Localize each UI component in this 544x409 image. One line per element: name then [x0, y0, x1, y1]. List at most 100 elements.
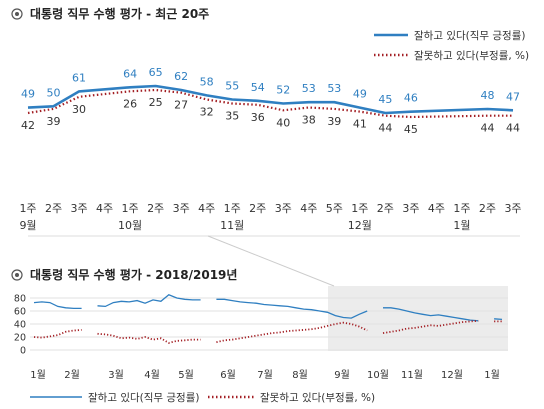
top-x-tick-label: 2주 [249, 202, 266, 215]
bottom-positive-line [33, 301, 82, 310]
top-chart: 대통령 직무 수행 평가 - 최근 20주 잘하고 있다(직무 긍정률) 잘못하… [11, 6, 529, 232]
top-x-tick-label: 3주 [70, 202, 87, 215]
top-x-tick-label: 4주 [300, 202, 317, 215]
top-x-tick-label: 5주 [326, 202, 343, 215]
top-x-tick-label: 2주 [147, 202, 164, 215]
top-negative-data-label: 44 [378, 122, 392, 135]
top-negative-data-label: 27 [174, 99, 188, 112]
bottom-chart-y-axis: 0 20 40 60 80 [14, 294, 508, 357]
top-negative-data-label: 44 [506, 122, 520, 135]
top-x-tick-label: 3주 [402, 202, 419, 215]
bottom-chart-x-axis: 1월 2월 3월 4월 5월 6월 7월 8월 9월 10월 11월 12월 1월 [30, 369, 500, 381]
top-x-tick-label: 1주 [351, 202, 368, 215]
top-positive-data-label: 50 [47, 86, 61, 99]
top-chart-x-axis: 1주 9월 2주 3주 4주 1주 10월 2주 3주 4주 1주 11월 2주 3주 4주 5주 1주 12월 2… [19, 202, 521, 232]
bottom-x-tick-label: 10월 [367, 369, 389, 381]
bottom-x-tick-label: 5월 [178, 369, 194, 381]
top-x-tick-month-label: 1월 [453, 219, 470, 232]
bottom-x-tick-label: 9월 [334, 369, 350, 381]
top-chart-marks: 49 50 61 64 65 62 58 55 54 52 53 53 49 45 46 48 47 42 39 30… [21, 66, 520, 136]
top-negative-data-label: 42 [21, 119, 35, 132]
top-x-tick-label: 4주 [96, 202, 113, 215]
top-x-tick-month-label: 10월 [118, 219, 142, 232]
top-positive-data-label: 65 [149, 66, 163, 79]
top-positive-data-label: 55 [225, 80, 239, 93]
bottom-chart: 대통령 직무 수행 평가 - 2018/2019년 0 20 40 60 80 1월 2월… [11, 235, 508, 404]
bottom-x-tick-label: 7월 [257, 369, 273, 381]
top-positive-data-label: 64 [123, 67, 137, 80]
top-x-tick-month-label: 12월 [348, 219, 372, 232]
title-bullet-dot-icon [15, 12, 19, 16]
top-negative-data-label: 25 [149, 96, 163, 109]
top-positive-data-label: 49 [353, 88, 367, 101]
top-x-tick-label: 3주 [173, 202, 190, 215]
top-negative-data-label: 38 [302, 114, 316, 127]
top-negative-data-label: 32 [200, 105, 214, 118]
top-x-tick-label: 2주 [377, 202, 394, 215]
top-positive-data-label: 61 [72, 71, 86, 84]
top-x-tick-month-label: 11월 [220, 219, 244, 232]
top-negative-data-label: 35 [225, 110, 239, 123]
bottom-x-tick-label: 2월 [64, 369, 80, 381]
bottom-legend-negative-label: 잘못하고 있다(부정률, %) [260, 391, 375, 404]
top-positive-data-label: 54 [251, 81, 265, 94]
recent-period-highlight [328, 286, 508, 351]
top-positive-data-label: 46 [404, 92, 418, 105]
top-x-tick-label: 4주 [198, 202, 215, 215]
top-x-tick-label: 1주 [453, 202, 470, 215]
bottom-y-tick-label: 20 [14, 333, 26, 344]
bottom-y-tick-label: 80 [14, 294, 26, 305]
top-negative-data-label: 41 [353, 118, 367, 131]
bottom-x-tick-label: 3월 [108, 369, 124, 381]
top-negative-data-label: 44 [480, 122, 494, 135]
bottom-chart-title: 대통령 직무 수행 평가 - 2018/2019년 [30, 267, 237, 282]
top-negative-data-label: 45 [404, 123, 418, 136]
title-bullet-icon [11, 8, 23, 20]
top-positive-data-label: 62 [174, 70, 188, 83]
top-negative-data-label: 39 [47, 115, 61, 128]
top-negative-line [27, 88, 513, 119]
top-negative-data-label: 26 [123, 97, 137, 110]
bottom-positive-line [383, 307, 479, 322]
top-x-tick-label: 2주 [479, 202, 496, 215]
top-positive-data-label: 58 [200, 75, 214, 88]
bottom-negative-line [33, 329, 82, 339]
bottom-x-tick-label: 11월 [401, 369, 423, 381]
top-positive-data-label: 45 [378, 93, 392, 106]
top-x-tick-label: 1주 [19, 202, 36, 215]
top-positive-data-label: 52 [276, 84, 290, 97]
top-positive-data-label: 53 [327, 82, 341, 95]
bottom-chart-marks [33, 294, 503, 344]
bottom-negative-line [382, 319, 479, 334]
top-x-tick-label: 3주 [504, 202, 521, 215]
bottom-title-bullet-icon [11, 269, 23, 281]
bottom-legend-positive-label: 잘하고 있다(직무 긍정률) [88, 391, 199, 404]
bottom-x-tick-label: 8월 [292, 369, 308, 381]
top-x-tick-label: 1주 [122, 202, 139, 215]
top-chart-title: 대통령 직무 수행 평가 - 최근 20주 [30, 6, 209, 21]
top-positive-line [27, 84, 514, 115]
top-legend-positive-label: 잘하고 있다(직무 긍정률) [414, 29, 525, 42]
bottom-y-tick-label: 0 [20, 346, 26, 357]
bottom-positive-line [494, 318, 503, 321]
top-x-tick-label: 1주 [224, 202, 241, 215]
bottom-x-tick-label: 4월 [144, 369, 160, 381]
top-negative-data-label: 36 [251, 111, 265, 124]
zoom-connector [207, 235, 335, 287]
bottom-title-bullet-dot-icon [15, 273, 19, 277]
top-positive-data-label: 47 [506, 90, 520, 103]
top-negative-data-label: 40 [276, 116, 290, 129]
bottom-negative-line [97, 332, 201, 344]
top-x-tick-label: 2주 [45, 202, 62, 215]
top-positive-data-label: 53 [302, 82, 316, 95]
bottom-y-tick-label: 60 [14, 307, 26, 318]
top-x-tick-month-label: 9월 [19, 219, 36, 232]
top-positive-data-label: 49 [21, 88, 35, 101]
bottom-y-tick-label: 40 [14, 320, 26, 331]
top-x-tick-label: 3주 [275, 202, 292, 215]
top-negative-data-label: 30 [72, 103, 86, 116]
bottom-x-tick-label: 6월 [220, 369, 236, 381]
top-x-tick-label: 4주 [428, 202, 445, 215]
bottom-x-tick-label: 12월 [441, 369, 463, 381]
bottom-x-tick-label: 1월 [30, 369, 46, 381]
